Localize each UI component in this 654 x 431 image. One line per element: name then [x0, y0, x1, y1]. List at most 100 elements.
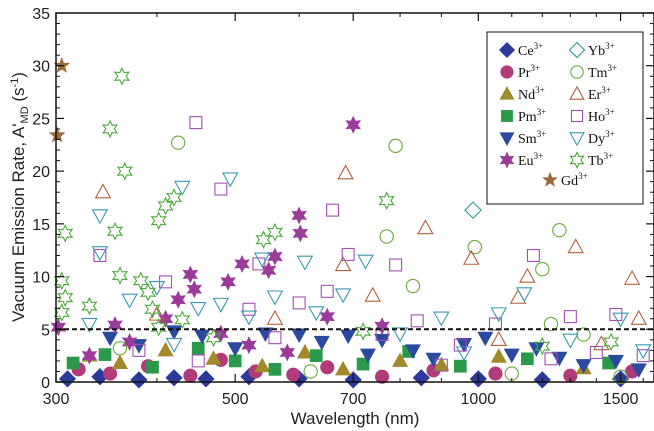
- y-tick-label: 25: [32, 111, 50, 128]
- x-tick-label: 1500: [603, 391, 639, 408]
- y-tick-label: 10: [32, 270, 50, 287]
- data-point: [107, 221, 124, 241]
- data-point: [453, 338, 467, 352]
- legend-marker: [499, 132, 515, 146]
- data-point: [148, 305, 166, 321]
- series-sm: [102, 325, 647, 378]
- data-point: [101, 119, 119, 139]
- series-eu: [50, 115, 390, 365]
- data-point: [165, 337, 183, 353]
- data-point: [410, 314, 424, 328]
- data-point: [335, 360, 352, 376]
- legend-item-dy: Dy3+: [569, 129, 615, 147]
- legend-label: Sm3+: [518, 129, 546, 147]
- data-point: [462, 249, 480, 265]
- data-point: [375, 369, 390, 384]
- data-point: [116, 161, 133, 181]
- data-point: [296, 255, 314, 271]
- data-point: [132, 271, 149, 291]
- data-point: [623, 269, 641, 285]
- data-point: [354, 321, 372, 341]
- data-point: [50, 318, 67, 337]
- series-tm: [112, 135, 628, 384]
- data-point: [170, 135, 186, 150]
- data-point: [313, 335, 330, 351]
- data-point: [212, 297, 230, 313]
- data-point: [146, 360, 159, 374]
- legend-item-tb: Tb3+: [569, 151, 613, 169]
- legend-label: Pr3+: [518, 63, 540, 81]
- legend-box: [486, 31, 644, 205]
- data-point: [375, 328, 389, 342]
- legend-item-tm: Tm3+: [570, 63, 617, 81]
- data-point: [607, 354, 624, 370]
- data-point: [189, 116, 203, 130]
- data-point: [279, 343, 295, 362]
- data-point: [392, 352, 409, 367]
- data-point: [220, 272, 236, 291]
- data-point: [488, 317, 502, 331]
- data-point: [490, 348, 507, 363]
- y-tick-label: 5: [41, 322, 50, 339]
- data-point: [634, 344, 652, 360]
- data-point: [81, 317, 98, 333]
- data-point: [509, 288, 527, 304]
- data-point: [521, 352, 534, 366]
- y-tick-label: 30: [32, 59, 50, 76]
- legend-label: Tm3+: [588, 63, 617, 81]
- legend-marker: [569, 132, 585, 147]
- data-point: [391, 327, 409, 343]
- data-point: [242, 302, 256, 316]
- data-point: [111, 354, 128, 370]
- plot-frame: [55, 12, 654, 383]
- data-point: [551, 351, 568, 367]
- y-tick-label: 15: [32, 217, 50, 234]
- data-point: [157, 341, 174, 357]
- x-axis-title: Wavelength (nm): [291, 409, 420, 428]
- data-point: [53, 303, 70, 322]
- data-point: [140, 283, 157, 302]
- data-point: [334, 256, 352, 272]
- data-point: [425, 352, 442, 368]
- legend-marker: [501, 110, 513, 122]
- legend-label: Pm3+: [518, 107, 546, 125]
- data-point: [81, 296, 98, 316]
- data-point: [132, 343, 146, 357]
- data-point: [58, 370, 77, 388]
- data-point: [464, 201, 482, 219]
- data-point: [157, 196, 174, 216]
- data-point: [296, 343, 313, 359]
- data-point: [268, 331, 282, 345]
- x-tick-label: 300: [43, 391, 70, 408]
- data-point: [488, 366, 503, 381]
- y-axis-title: Vacuum Emission Rate, A'MD (s-1): [9, 72, 31, 322]
- data-point: [174, 180, 191, 196]
- data-point: [433, 311, 450, 327]
- legend-label: Dy3+: [588, 129, 615, 147]
- data-point: [291, 328, 308, 344]
- data-point: [57, 224, 74, 243]
- data-point: [357, 254, 374, 270]
- data-point: [320, 284, 334, 298]
- data-point: [374, 317, 390, 336]
- data-point: [334, 288, 352, 304]
- legend-label: Eu3+: [518, 151, 543, 169]
- series-dy: [81, 172, 652, 362]
- data-point: [253, 252, 271, 268]
- data-point: [112, 341, 128, 356]
- data-point: [166, 188, 183, 207]
- data-point: [268, 362, 282, 376]
- legend-marker: [499, 86, 515, 100]
- data-point: [197, 370, 215, 388]
- data-point: [303, 364, 318, 379]
- data-point: [563, 310, 577, 324]
- series-pm: [66, 341, 616, 376]
- data-point: [434, 358, 448, 372]
- data-point: [240, 310, 258, 326]
- data-point: [503, 348, 520, 364]
- data-point: [57, 288, 74, 307]
- data-point: [630, 309, 648, 325]
- data-point: [490, 307, 508, 323]
- data-point: [307, 306, 325, 322]
- data-point: [267, 247, 283, 266]
